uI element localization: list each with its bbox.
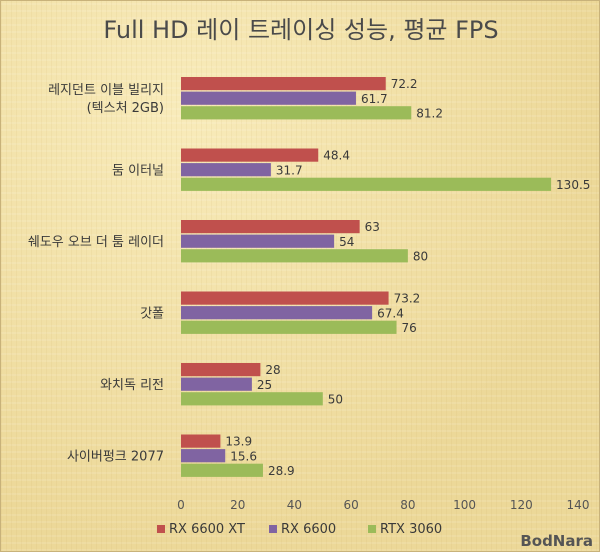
- data-label: 61.7: [361, 92, 388, 106]
- watermark-text: BodNara: [520, 532, 593, 550]
- x-tick-label: 80: [400, 498, 415, 512]
- data-label: 15.6: [230, 449, 257, 463]
- category-label: 둠 이터널: [112, 164, 164, 179]
- plot-area: 레지던트 이블 빌리지 (텍스처 2GB) 72.261.7 81.2 둠 이터널 48.…: [28, 77, 590, 512]
- data-label: 48.4: [323, 149, 350, 163]
- category-label: 사이버펑크 2077: [67, 450, 164, 465]
- legend-label: RX 6600 XT: [169, 522, 245, 537]
- data-label: 72.2: [391, 77, 418, 91]
- data-label: 13.9: [225, 435, 252, 449]
- category-label: 레지던트 이블 빌리지: [48, 83, 164, 98]
- x-tick-label: 40: [287, 498, 302, 512]
- bar: [181, 77, 386, 91]
- x-tick-label: 100: [453, 498, 476, 512]
- legend: RX 6600 XT RX 6600 RTX 3060: [157, 522, 442, 537]
- legend-swatch: [368, 525, 376, 533]
- data-label: 130.5: [556, 178, 590, 192]
- category-label: 와치독 리전: [100, 378, 164, 393]
- data-label: 31.7: [276, 163, 303, 177]
- bar: [181, 306, 373, 320]
- data-label: 81.2: [416, 106, 443, 120]
- x-tick-label: 20: [230, 498, 245, 512]
- bar: [181, 377, 252, 391]
- bar: [181, 363, 261, 377]
- x-tick-label: 60: [344, 498, 359, 512]
- legend-label: RTX 3060: [380, 522, 442, 537]
- bar: [181, 220, 360, 234]
- data-label: 63: [365, 220, 380, 234]
- bar: [181, 449, 226, 463]
- bar: [181, 320, 397, 334]
- legend-label: RX 6600: [281, 522, 336, 537]
- bar: [181, 148, 319, 162]
- x-tick-label: 0: [177, 498, 185, 512]
- category-label: (텍스처 2GB): [87, 101, 164, 116]
- bar: [181, 392, 323, 406]
- legend-swatch: [157, 525, 165, 533]
- bar: [181, 434, 221, 448]
- bar: [181, 163, 271, 177]
- bar: [181, 106, 412, 120]
- data-label: 73.2: [394, 292, 421, 306]
- chart-title: Full HD 레이 트레이싱 성능, 평균 FPS: [103, 16, 498, 44]
- data-label: 80: [413, 249, 428, 263]
- x-tick-label: 140: [567, 498, 590, 512]
- category-label: 쉐도우 오브 더 툼 레이더: [28, 235, 164, 250]
- bar: [181, 291, 389, 305]
- data-label: 54: [339, 235, 354, 249]
- bar: [181, 463, 263, 477]
- data-label: 67.4: [377, 306, 404, 320]
- data-label: 28: [265, 363, 280, 377]
- bar: [181, 249, 408, 263]
- x-tick-label: 120: [510, 498, 533, 512]
- category-label: 갓폴: [140, 307, 164, 322]
- bar: [181, 234, 335, 248]
- data-label: 76: [402, 321, 417, 335]
- data-label: 28.9: [268, 464, 295, 478]
- data-label: 50: [328, 392, 343, 406]
- legend-swatch: [269, 525, 277, 533]
- data-label: 25: [257, 378, 272, 392]
- bar: [181, 177, 552, 191]
- bar: [181, 91, 356, 105]
- watermark: BodNara: [520, 532, 593, 550]
